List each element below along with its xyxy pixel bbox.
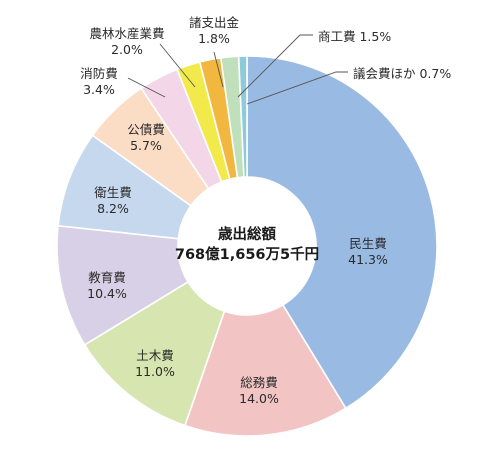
leader-line-6: [127, 77, 166, 98]
slice-value-3: 10.4%: [87, 286, 127, 301]
slice-value-8: 1.8%: [198, 31, 230, 46]
slice-label-8: 諸支出金: [189, 15, 240, 30]
donut-hole: [178, 177, 316, 315]
slice-label-10: 議会費ほか 0.7%: [353, 66, 451, 81]
slice-label-9: 商工費 1.5%: [318, 29, 391, 44]
leader-line-7: [159, 43, 196, 88]
slice-value-1: 14.0%: [239, 391, 279, 406]
slice-value-7: 2.0%: [111, 42, 143, 57]
slice-label-2: 土木費: [136, 348, 174, 363]
leader-line-8: [213, 51, 224, 88]
slice-label-5: 公債費: [127, 122, 165, 137]
slice-label-0: 民生費: [349, 236, 387, 251]
slice-label-4: 衛生費: [94, 185, 132, 200]
center-value: 768億1,656万5千円: [175, 245, 319, 263]
slice-label-7: 農林水産業費: [89, 26, 164, 41]
slice-value-2: 11.0%: [135, 364, 175, 379]
slice-label-3: 教育費: [88, 270, 126, 285]
leader-line-9: [237, 34, 313, 98]
slice-value-5: 5.7%: [130, 138, 162, 153]
leader-line-10: [246, 71, 348, 105]
center-title: 歳出総額: [218, 225, 276, 243]
slice-value-4: 8.2%: [97, 201, 129, 216]
slice-label-6: 消防費: [80, 66, 118, 81]
slice-label-1: 総務費: [240, 375, 278, 390]
slice-value-0: 41.3%: [348, 252, 388, 267]
slice-value-6: 3.4%: [83, 82, 115, 97]
